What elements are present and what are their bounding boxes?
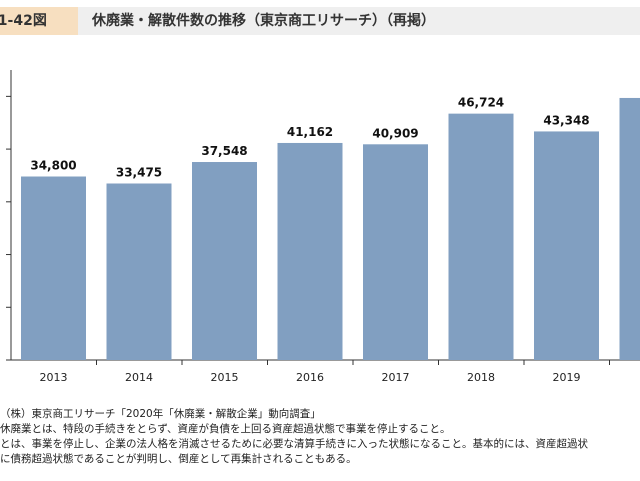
x-tick-label: 2013 (40, 371, 68, 384)
bars-layer (21, 97, 640, 361)
x-tick-labels-layer: 20132014201520162017201820192 (40, 371, 581, 384)
figure-header: -1-42図 休廃業・解散件数の推移（東京商工リサーチ）（再掲） (0, 7, 640, 35)
bar-value-label: 41,162 (287, 125, 333, 139)
bar-value-label: 37,548 (201, 144, 247, 158)
x-tick-label: 2014 (125, 371, 153, 384)
bar-2019 (534, 131, 599, 360)
bar-2014 (106, 183, 172, 360)
figure-label-text: -1-42図 (0, 13, 47, 29)
x-tick-label: 2018 (467, 371, 495, 384)
x-tick-label: 2015 (211, 371, 239, 384)
value-labels-layer: 34,800 33,475 37,548 41,162 40,909 46,724 43,3… (30, 96, 589, 180)
x-tick-label: 2016 (296, 371, 324, 384)
figure-label: -1-42図 (0, 7, 78, 35)
bar-2017 (363, 144, 428, 360)
bar-chart: 34,800 33,475 37,548 41,162 40,909 46,724 43,3… (6, 70, 640, 384)
bar-2 (619, 97, 640, 361)
footnote-2: とは、事業を停止し、企業の法人格を消滅させるために必要な清算手続きに入った状態に… (0, 438, 588, 450)
bar-2018 (448, 113, 514, 361)
bar-2013 (21, 176, 86, 360)
bar-value-label: 43,348 (543, 113, 589, 127)
x-tick-label: 2019 (553, 371, 581, 384)
source-note: （株）東京商工リサーチ「2020年「休廃業・解散企業」動向調査」 (0, 408, 321, 420)
bar-2015 (192, 162, 257, 360)
bar-2016 (277, 142, 343, 360)
x-tick-label: 2017 (382, 371, 410, 384)
footnote-3: に債務超過状態であることが判明し、倒産として再集計されることもある。 (0, 453, 357, 465)
bar-value-label: 33,475 (116, 165, 162, 179)
footnote-1: 休廃業とは、特段の手続きをとらず、資産が負債を上回る資産超過状態で事業を停止する… (0, 423, 451, 435)
bar-value-label: 34,800 (30, 159, 76, 173)
figure-title: 休廃業・解散件数の推移（東京商工リサーチ）（再掲） (92, 13, 435, 29)
bar-value-label: 40,909 (372, 126, 418, 140)
bar-value-label: 46,724 (458, 96, 504, 110)
footnotes: （株）東京商工リサーチ「2020年「休廃業・解散企業」動向調査」 休廃業とは、特… (0, 407, 640, 467)
